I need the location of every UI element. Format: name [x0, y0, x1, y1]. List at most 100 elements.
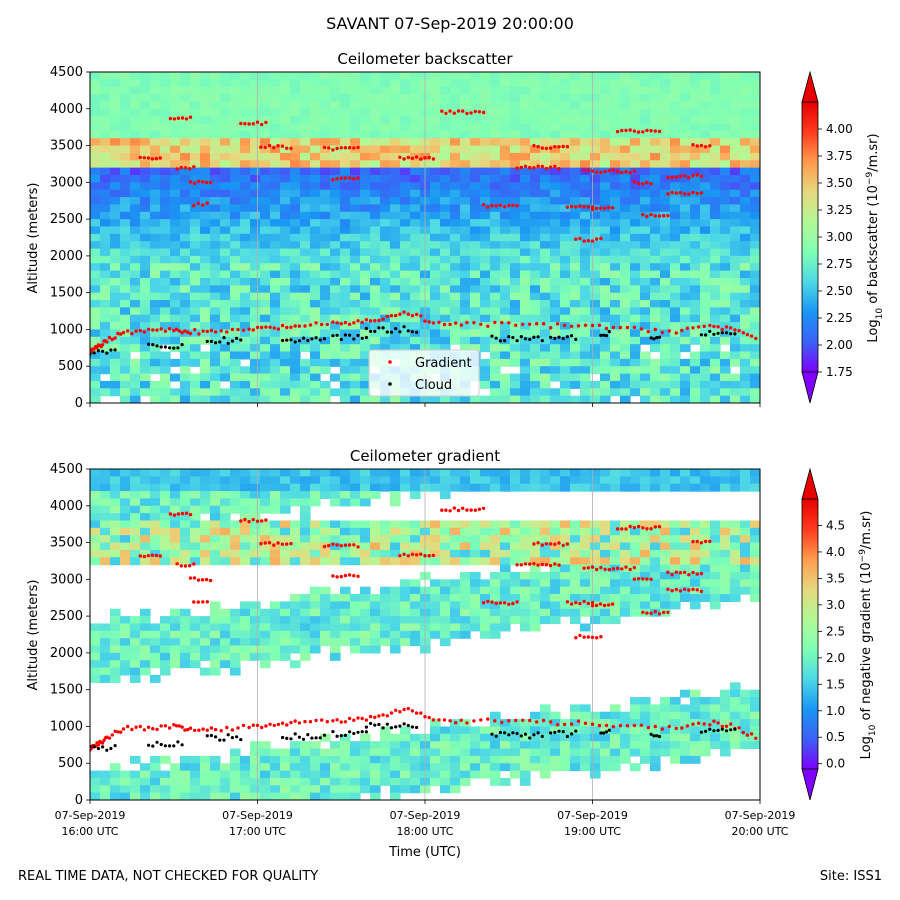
heatmap-cell — [720, 174, 731, 183]
heatmap-cell — [90, 285, 101, 294]
heatmap-cell — [330, 300, 341, 308]
heatmap-cell — [130, 314, 141, 323]
heatmap-cell — [550, 72, 561, 80]
heatmap-cell — [740, 241, 751, 250]
heatmap-cell — [620, 395, 631, 403]
heatmap-cell — [650, 79, 661, 88]
heatmap-cell — [560, 344, 571, 353]
heatmap-cell — [320, 182, 331, 191]
heatmap-cell — [210, 255, 221, 264]
heatmap-cell — [690, 197, 701, 205]
heatmap-cell — [190, 535, 201, 544]
heatmap-cell — [500, 748, 511, 757]
heatmap-cell — [590, 395, 601, 403]
heatmap-cell — [500, 86, 511, 95]
gradient-point — [569, 324, 574, 328]
heatmap-cell — [90, 476, 101, 485]
heatmap-cell — [240, 86, 251, 95]
heatmap-cell — [400, 616, 411, 625]
heatmap-cell — [430, 719, 441, 728]
heatmap-cell — [250, 542, 261, 551]
heatmap-cell — [450, 167, 461, 176]
heatmap-cell — [400, 72, 411, 80]
heatmap-cell — [470, 616, 481, 625]
heatmap-cell — [340, 108, 351, 117]
heatmap-cell — [210, 351, 221, 360]
heatmap-cell — [590, 160, 601, 169]
heatmap-cell — [690, 101, 701, 110]
heatmap-cell — [690, 300, 701, 308]
heatmap-cell — [600, 255, 611, 264]
heatmap-cell — [560, 263, 571, 272]
heatmap-cell — [270, 233, 281, 242]
heatmap-cell — [130, 366, 141, 375]
heatmap-cell — [280, 645, 291, 654]
heatmap-cell — [370, 638, 381, 647]
heatmap-cell — [500, 549, 511, 558]
heatmap-cell — [90, 270, 101, 279]
heatmap-cell — [110, 101, 121, 110]
heatmap-cell — [560, 527, 571, 536]
heatmap-cell — [340, 300, 351, 308]
heatmap-cell — [510, 594, 521, 602]
heatmap-cell — [150, 152, 161, 161]
heatmap-cell — [320, 777, 331, 786]
heatmap-cell — [610, 189, 621, 198]
heatmap-cell — [560, 116, 571, 125]
heatmap-cell — [120, 388, 131, 397]
heatmap-cell — [530, 167, 541, 176]
heatmap-cell — [540, 616, 551, 625]
heatmap-cell — [540, 248, 551, 257]
heatmap-cell — [540, 263, 551, 272]
heatmap-cell — [430, 300, 441, 308]
heatmap-cell — [550, 189, 561, 198]
heatmap-cell — [610, 549, 621, 558]
heatmap-cell — [170, 72, 181, 80]
heatmap-cell — [560, 373, 571, 382]
heatmap-cell — [580, 292, 591, 301]
heatmap-cell — [650, 344, 661, 353]
heatmap-cell — [610, 160, 621, 169]
heatmap-cell — [650, 755, 661, 764]
heatmap-cell — [630, 182, 641, 191]
heatmap-cell — [440, 520, 451, 529]
heatmap-cell — [590, 557, 601, 566]
heatmap-cell — [580, 219, 591, 228]
heatmap-cell — [480, 108, 491, 117]
heatmap-cell — [340, 366, 351, 375]
heatmap-cell — [530, 307, 541, 316]
heatmap-cell — [230, 160, 241, 169]
gradient-point — [691, 143, 695, 147]
heatmap-cell — [160, 241, 171, 250]
heatmap-cell — [660, 711, 671, 720]
heatmap-cell — [450, 189, 461, 198]
heatmap-cell — [260, 498, 271, 507]
heatmap-cell — [530, 380, 541, 389]
heatmap-cell — [120, 182, 131, 191]
heatmap-cell — [530, 182, 541, 191]
heatmap-cell — [170, 652, 181, 661]
heatmap-cell — [140, 277, 151, 286]
gradient-point — [335, 321, 339, 325]
heatmap-cell — [180, 314, 191, 323]
heatmap-cell — [520, 152, 531, 161]
gradient-point — [456, 109, 461, 113]
heatmap-cell — [110, 527, 121, 536]
heatmap-cell — [190, 174, 201, 183]
heatmap-cell — [540, 726, 551, 735]
heatmap-cell — [650, 763, 661, 772]
heatmap-cell — [430, 182, 441, 191]
heatmap-cell — [340, 138, 351, 147]
heatmap-cell — [390, 72, 401, 80]
heatmap-cell — [150, 638, 161, 647]
heatmap-cell — [730, 270, 741, 279]
heatmap-cell — [130, 86, 141, 95]
heatmap-cell — [230, 483, 241, 492]
heatmap-cell — [550, 204, 561, 213]
heatmap-cell — [590, 241, 601, 250]
heatmap-cell — [740, 160, 751, 169]
heatmap-cell — [230, 344, 241, 353]
heatmap-cell — [230, 167, 241, 176]
heatmap-cell — [260, 307, 271, 316]
